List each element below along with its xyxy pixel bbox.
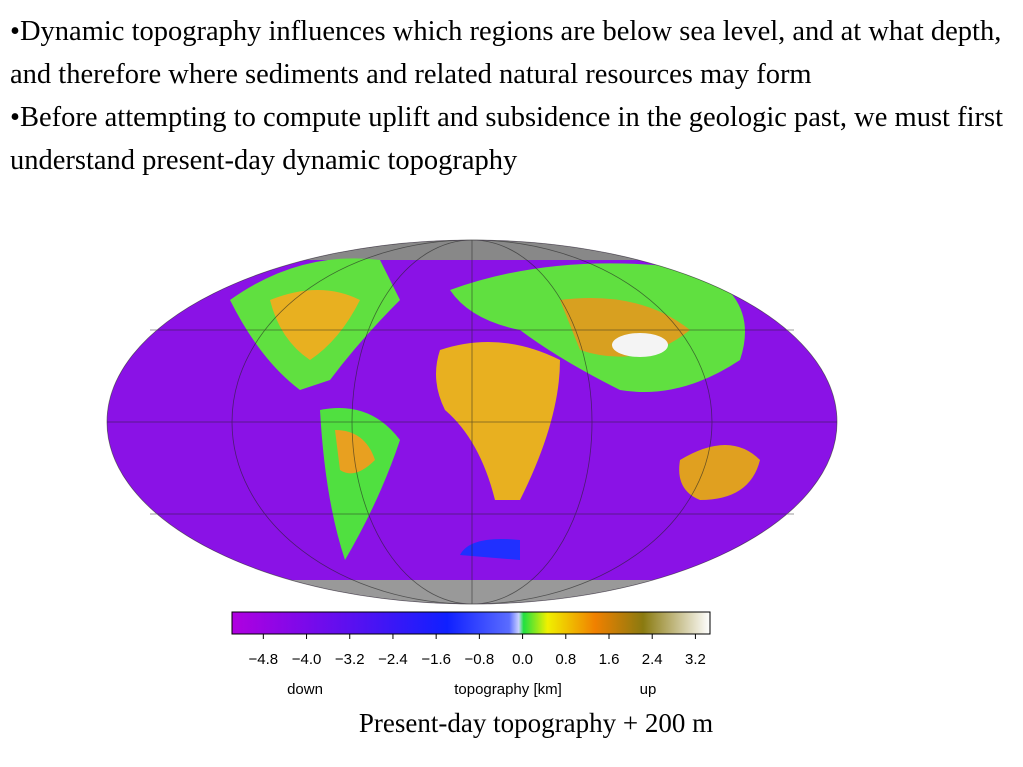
colorbar-label: topography [km] bbox=[454, 681, 562, 698]
colorbar-left-label: down bbox=[287, 681, 323, 698]
north-america-high bbox=[270, 290, 360, 360]
antarctica bbox=[107, 580, 837, 604]
south-america-high bbox=[335, 430, 375, 474]
tick-label: 0.8 bbox=[555, 651, 576, 668]
tick-label: −4.0 bbox=[292, 651, 322, 668]
bullet-list: •Dynamic topography influences which reg… bbox=[10, 10, 1015, 182]
bullet: •Before attempting to compute uplift and… bbox=[10, 102, 1004, 176]
tick-label: −1.6 bbox=[421, 651, 451, 668]
colorbar-right-label: up bbox=[640, 681, 657, 698]
tick-label: 0.0 bbox=[512, 651, 533, 668]
tick-label: 3.2 bbox=[685, 651, 706, 668]
graticule bbox=[106, 239, 838, 605]
australia bbox=[679, 445, 760, 500]
tick-label: −4.8 bbox=[249, 651, 279, 668]
tick-label: 1.6 bbox=[599, 651, 620, 668]
caption: Present-day topography + 200 m bbox=[359, 708, 713, 738]
tibet bbox=[612, 333, 668, 357]
africa bbox=[436, 342, 560, 500]
colorbar bbox=[231, 611, 711, 635]
tick-label: 2.4 bbox=[642, 651, 663, 668]
colorbar-ticks: −4.8 −4.0 −3.2 −2.4 −1.6 −0.8 0.0 0.8 1.6 2.4 3.2 bbox=[249, 634, 706, 668]
tick-label: −3.2 bbox=[335, 651, 365, 668]
map bbox=[106, 239, 838, 605]
tick-label: −0.8 bbox=[465, 651, 495, 668]
bullet: •Dynamic topography influences which reg… bbox=[10, 16, 1002, 90]
arctic bbox=[107, 240, 837, 260]
ridge bbox=[460, 539, 520, 560]
tick-label: −2.4 bbox=[378, 651, 408, 668]
